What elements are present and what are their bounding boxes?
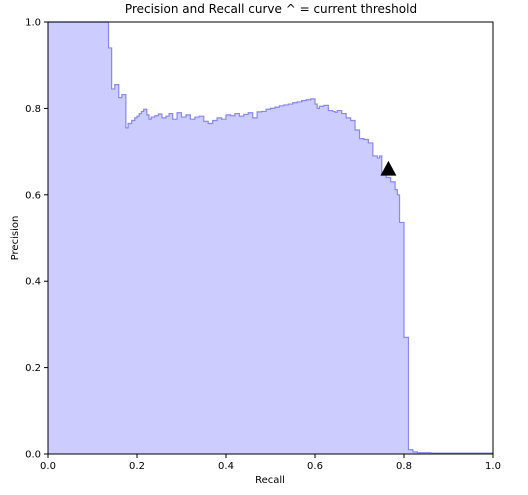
x-tick-label: 0.8 (396, 461, 412, 472)
chart-title: Precision and Recall curve ^ = current t… (125, 2, 417, 16)
y-tick-label: 1.0 (25, 18, 41, 29)
x-tick-label: 0.2 (129, 461, 145, 472)
x-tick-label: 0.0 (40, 461, 56, 472)
y-tick-label: 0.2 (25, 363, 41, 374)
x-tick-label: 0.4 (218, 461, 234, 472)
y-tick-label: 0.0 (25, 450, 41, 461)
y-tick-label: 0.8 (25, 104, 41, 115)
x-tick-label: 0.6 (307, 461, 323, 472)
x-axis-label: Recall (255, 475, 285, 486)
plot-area (48, 22, 493, 454)
y-axis-label: Precision (10, 216, 21, 261)
y-tick-label: 0.4 (25, 277, 41, 288)
current-threshold-marker (380, 161, 396, 176)
x-tick-label: 1.0 (485, 461, 501, 472)
y-tick-label: 0.6 (25, 190, 41, 201)
